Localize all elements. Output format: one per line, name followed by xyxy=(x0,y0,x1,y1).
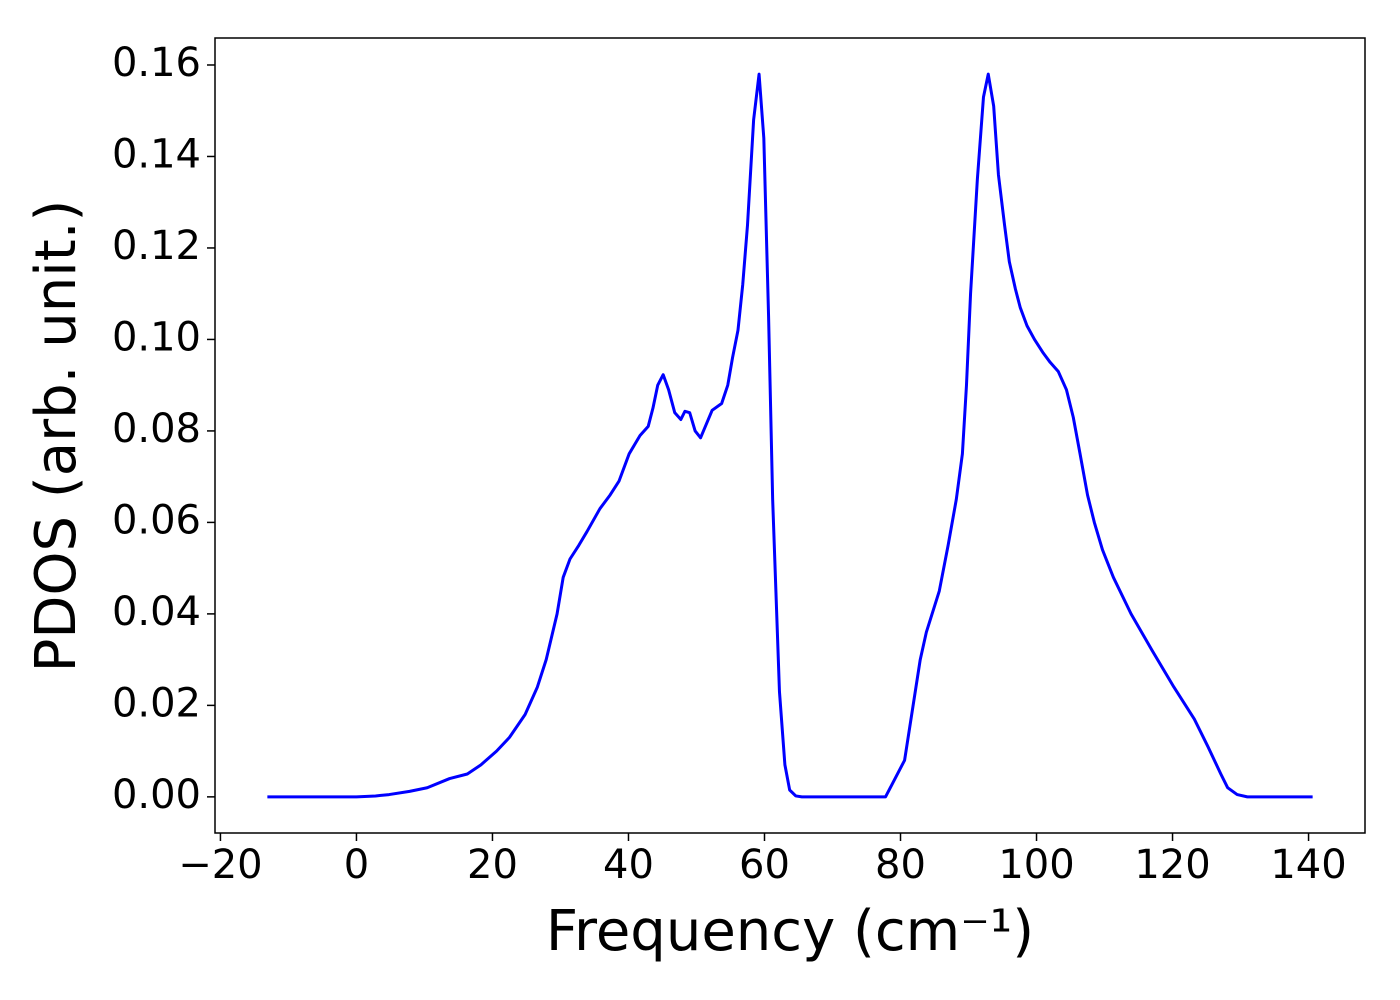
y-tick-label: 0.16 xyxy=(112,40,201,86)
y-tick-label: 0.06 xyxy=(112,497,201,543)
x-tick-label: 0 xyxy=(344,842,369,888)
y-axis-label: PDOS (arb. unit.) xyxy=(24,200,89,673)
y-tick-label: 0.02 xyxy=(112,680,201,726)
x-tick-label: 120 xyxy=(1134,842,1210,888)
x-tick-label: 140 xyxy=(1270,842,1346,888)
x-axis-label: Frequency (cm⁻¹) xyxy=(546,899,1034,964)
y-tick-label: 0.12 xyxy=(112,223,201,269)
y-tick-label: 0.10 xyxy=(112,314,201,360)
pdos-line xyxy=(267,72,1313,799)
x-tick-label: 20 xyxy=(467,842,518,888)
plot-frame xyxy=(214,37,1366,834)
x-tick-label: −20 xyxy=(178,842,262,888)
x-tick-label: 60 xyxy=(739,842,790,888)
y-tick-label: 0.00 xyxy=(112,772,201,818)
y-tick-label: 0.04 xyxy=(112,589,201,635)
y-tick-label: 0.14 xyxy=(112,131,201,177)
x-tick-label: 100 xyxy=(998,842,1074,888)
x-tick-label: 80 xyxy=(875,842,926,888)
x-tick-label: 40 xyxy=(603,842,654,888)
y-tick-label: 0.08 xyxy=(112,406,201,452)
